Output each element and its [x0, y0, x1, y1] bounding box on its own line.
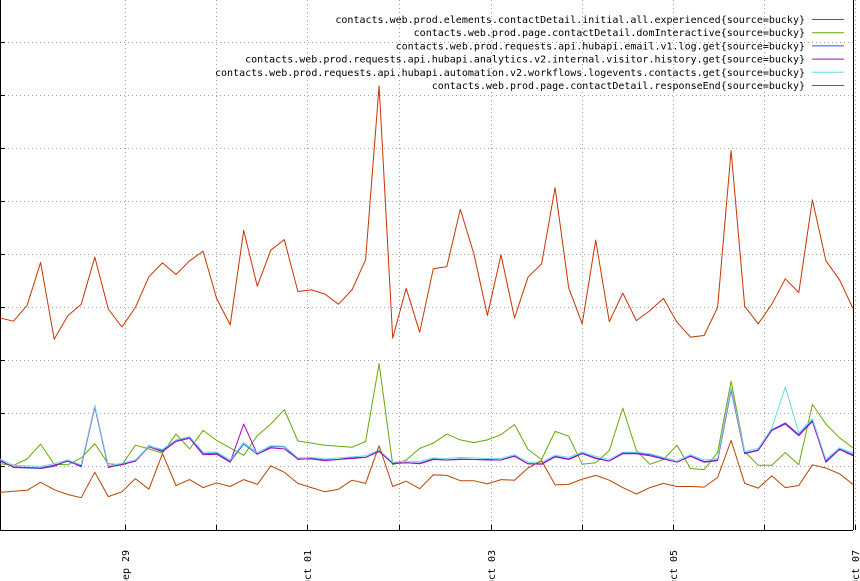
legend-label-4: contacts.web.prod.requests.api.hubapi.au…: [215, 68, 805, 79]
legend: contacts.web.prod.elements.contactDetail…: [215, 15, 844, 92]
series-line-1: [0, 363, 854, 471]
series-line-0: [0, 85, 854, 340]
x-tick-label-3: Oct 05: [669, 550, 680, 581]
series-line-5: [0, 439, 854, 499]
x-tick-label-1: Oct 01: [303, 550, 314, 581]
legend-label-0: contacts.web.prod.elements.contactDetail…: [335, 15, 805, 26]
legend-label-3: contacts.web.prod.requests.api.hubapi.an…: [245, 55, 805, 66]
x-tick-label-0: Sep 29: [121, 550, 132, 581]
axes: [0, 0, 856, 531]
series-lines: [0, 85, 854, 499]
legend-label-5: contacts.web.prod.page.contactDetail.res…: [432, 81, 805, 92]
x-tick-label-4: Oct 07: [851, 550, 860, 581]
legend-label-2: contacts.web.prod.requests.api.hubapi.em…: [396, 41, 805, 52]
legend-label-1: contacts.web.prod.page.contactDetail.dom…: [414, 28, 805, 39]
x-tick-label-2: Oct 03: [487, 550, 498, 581]
series-line-3: [0, 389, 854, 469]
grid: [0, 0, 856, 530]
series-line-4: [0, 386, 854, 467]
x-tick-labels: Sep 29 Oct 01 Oct 03 Oct 05 Oct 07: [121, 550, 860, 581]
